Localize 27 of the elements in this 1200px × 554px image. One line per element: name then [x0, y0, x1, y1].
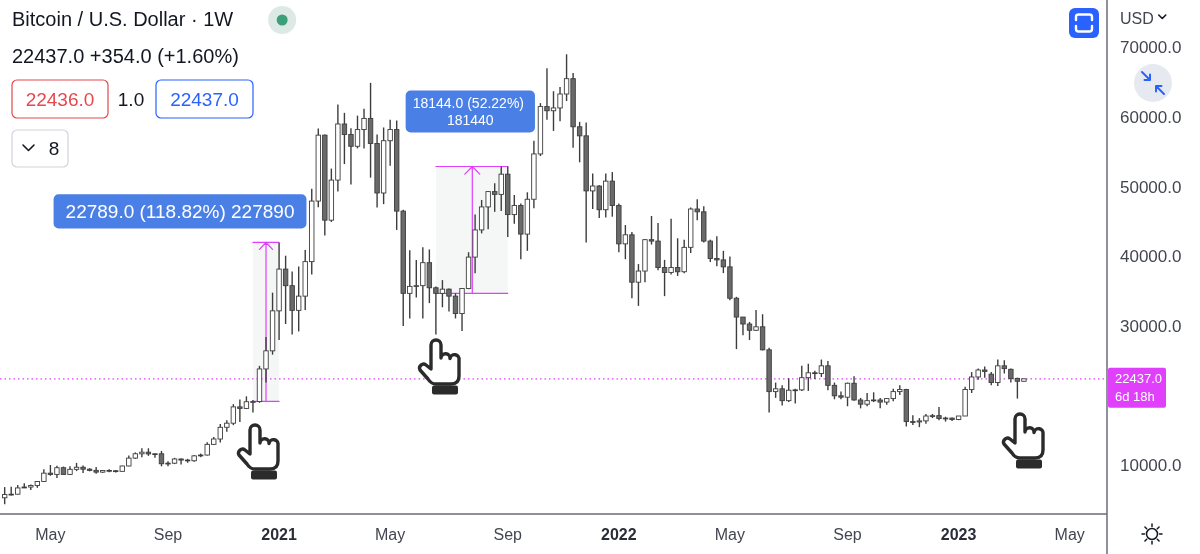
annotation: 22436.0 [25, 89, 95, 110]
text: 22437.0 +354.0 (+1.60%) [12, 45, 239, 67]
y-tick-label: 60000.0 [1120, 108, 1182, 128]
ref-line-label: 22437.0 [1115, 371, 1162, 387]
y-tick-label: 40000.0 [1120, 247, 1182, 267]
y-tick-label: 50000.0 [1120, 177, 1182, 197]
annotation: 18144.0 (52.22%) 181440 [412, 95, 528, 128]
chart-title: Bitcoin / U.S. Dollar · 1W [12, 8, 234, 30]
x-tick-label: Sep [493, 526, 523, 543]
annotation: 22437.0 [170, 89, 239, 110]
text: 6d 18h [1115, 389, 1155, 405]
x-tick-label: Sep [153, 526, 183, 543]
x-tick-label: May [35, 526, 66, 543]
annotation: 1.0 [117, 89, 145, 110]
y-axis-title: USD [1120, 10, 1154, 27]
annotation: 8 [48, 138, 60, 159]
annotation: 22789.0 (118.82%) 227890 [65, 201, 295, 223]
x-tick-label: May [714, 526, 746, 543]
x-tick-label: May [375, 526, 406, 543]
y-tick-label: 10000.0 [1120, 456, 1182, 476]
x-tick-label: 2022 [601, 526, 637, 543]
x-tick-label: Sep [833, 526, 862, 543]
y-tick-label: 70000.0 [1120, 38, 1182, 58]
x-tick-label: May [1054, 526, 1085, 543]
x-tick-label: 2023 [940, 526, 977, 543]
x-tick-label: 2021 [261, 526, 297, 543]
y-tick-label: 30000.0 [1120, 317, 1182, 337]
